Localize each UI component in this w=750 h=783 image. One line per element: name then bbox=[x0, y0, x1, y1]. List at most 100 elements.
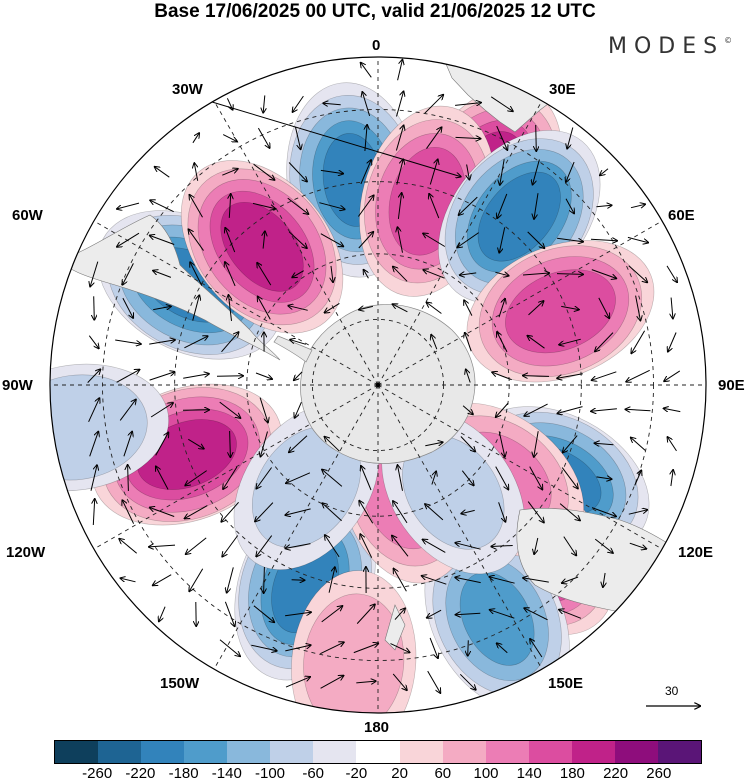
colorbar-segment bbox=[356, 741, 400, 763]
wind-arrow bbox=[221, 501, 239, 521]
wind-arrow bbox=[90, 465, 97, 491]
meridian-line bbox=[377, 384, 543, 670]
wind-arrow bbox=[398, 227, 403, 253]
wind-arrow bbox=[253, 163, 275, 180]
colorbar-segment bbox=[55, 741, 99, 763]
wind-arrow bbox=[190, 262, 203, 286]
wind-arrow bbox=[286, 472, 311, 483]
lon-label-150w: 150W bbox=[160, 675, 200, 692]
wind-arrow bbox=[153, 574, 172, 586]
wind-arrow bbox=[595, 332, 614, 352]
wind-arrow bbox=[229, 194, 230, 218]
wind-arrow bbox=[423, 540, 446, 553]
colorbar-tick-label: -180 bbox=[168, 765, 199, 782]
wind-arrow bbox=[285, 677, 310, 688]
wind-arrow bbox=[155, 433, 169, 456]
wind-arrow bbox=[264, 566, 265, 593]
wind-arrow bbox=[635, 295, 641, 321]
wind-arrow bbox=[429, 637, 438, 658]
wind-arrow bbox=[321, 606, 343, 623]
wind-arrow bbox=[631, 438, 646, 451]
wind-arrow bbox=[423, 234, 446, 247]
wind-arrow bbox=[292, 270, 304, 278]
lon-label-30e: 30E bbox=[549, 81, 576, 98]
colorbar-tick-label: -220 bbox=[125, 765, 156, 782]
wind-arrow bbox=[153, 271, 172, 278]
wind-arrow bbox=[498, 502, 506, 521]
colorbar-tick-label: 260 bbox=[646, 765, 672, 782]
wind-arrow bbox=[424, 95, 443, 114]
wind-arrow bbox=[461, 470, 473, 486]
lon-label-90w: 90W bbox=[2, 377, 33, 394]
wind-arrow bbox=[189, 568, 204, 591]
wind-arrow bbox=[559, 503, 580, 521]
wind-arrow bbox=[155, 167, 170, 178]
colorbar-segment bbox=[141, 741, 185, 763]
wind-arrow bbox=[251, 644, 276, 651]
wind-arrow bbox=[497, 193, 508, 218]
wind-arrow bbox=[183, 374, 209, 379]
south-america-outline bbox=[59, 214, 281, 361]
wind-arrow bbox=[322, 503, 342, 522]
wind-arrow bbox=[356, 604, 375, 624]
colorbar-tick-label: -100 bbox=[254, 765, 286, 782]
wind-arrow bbox=[523, 376, 550, 377]
wind-arrow bbox=[222, 169, 237, 176]
wind-arrow bbox=[495, 272, 508, 275]
wind-arrow bbox=[524, 608, 548, 621]
wind-arrow bbox=[664, 370, 681, 381]
wind-arrow bbox=[123, 432, 132, 457]
wind-arrow bbox=[534, 193, 539, 219]
logo-text: MODES bbox=[608, 34, 725, 59]
wind-arrow bbox=[460, 436, 475, 452]
colorbar-tick-label: -60 bbox=[302, 765, 325, 782]
logo-mark: © bbox=[724, 36, 733, 45]
wind-arrow bbox=[527, 231, 545, 248]
wind-arrow bbox=[429, 160, 437, 185]
wind-arrow bbox=[325, 437, 340, 452]
wind-arrow bbox=[425, 504, 444, 521]
wind-arrow bbox=[150, 236, 175, 245]
wind-arrow bbox=[530, 639, 543, 658]
wind-arrow bbox=[116, 370, 140, 383]
wind-arrow bbox=[490, 610, 515, 619]
wind-arrow bbox=[328, 567, 335, 593]
wind-arrow bbox=[427, 609, 442, 618]
wind-arrow bbox=[290, 340, 306, 345]
wind-arrow bbox=[285, 508, 311, 515]
wind-arrow bbox=[360, 534, 373, 558]
wind-arrow bbox=[422, 576, 447, 585]
wind-arrow bbox=[122, 500, 135, 524]
wind-arrow bbox=[600, 168, 609, 176]
wind-arrow bbox=[557, 237, 583, 241]
wind-arrow bbox=[565, 198, 574, 214]
wind-arrow bbox=[464, 300, 473, 316]
wind-arrow bbox=[671, 470, 673, 487]
colorbar-segment bbox=[485, 741, 529, 763]
wind-arrow bbox=[149, 545, 176, 547]
wind-arrow bbox=[156, 467, 169, 490]
wind-arrow bbox=[294, 126, 300, 149]
wind-arrow bbox=[462, 405, 473, 414]
meridian-line bbox=[213, 384, 379, 670]
wind-arrow bbox=[119, 539, 138, 554]
wind-arrow bbox=[222, 535, 239, 557]
wind-arrow bbox=[149, 372, 175, 381]
meridian-line bbox=[377, 384, 663, 550]
wind-arrow bbox=[499, 227, 506, 252]
wind-arrow bbox=[668, 332, 677, 352]
wind-arrow bbox=[359, 306, 374, 309]
wind-arrow bbox=[390, 643, 410, 653]
wind-arrow bbox=[630, 204, 645, 207]
wind-arrow bbox=[497, 332, 508, 353]
wind-arrow bbox=[115, 339, 141, 344]
wind-arrow bbox=[559, 610, 582, 619]
wind-arrow bbox=[522, 273, 549, 275]
wind-arrow bbox=[229, 295, 232, 321]
wind-arrow bbox=[459, 673, 475, 689]
wind-arrow bbox=[425, 442, 442, 447]
wind-arrow bbox=[594, 538, 613, 553]
wind-arrow bbox=[566, 161, 575, 182]
lon-label-60e: 60E bbox=[668, 207, 695, 224]
